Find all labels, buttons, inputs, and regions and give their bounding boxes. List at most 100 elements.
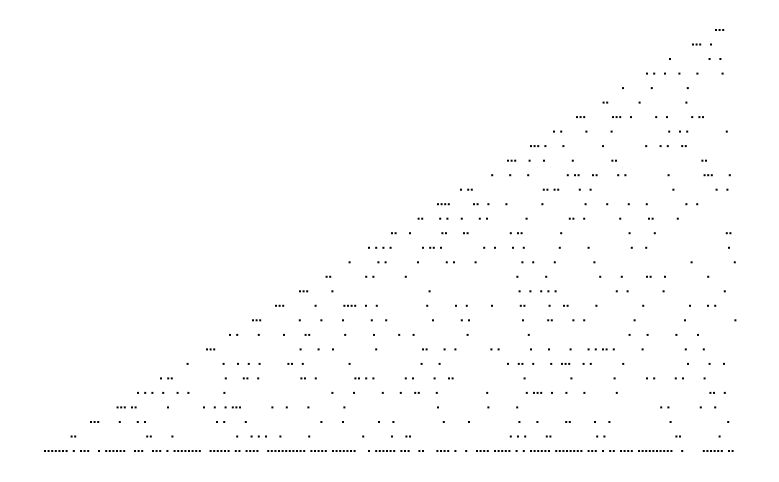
- dot: [682, 377, 684, 380]
- dot: [362, 435, 365, 438]
- dot: [441, 232, 444, 235]
- dot: [244, 421, 247, 423]
- dot: [723, 391, 726, 394]
- dot: [710, 43, 712, 46]
- dot: [602, 145, 604, 148]
- dot: [478, 217, 481, 220]
- dot: [566, 304, 569, 307]
- dot: [353, 450, 356, 452]
- dot: [703, 174, 706, 177]
- dot: [703, 377, 706, 380]
- dot: [660, 406, 663, 409]
- dot: [447, 450, 450, 452]
- dot: [432, 246, 435, 249]
- dot: [134, 450, 136, 452]
- dot: [674, 377, 677, 380]
- dot: [409, 435, 411, 438]
- dot: [582, 362, 585, 365]
- dot: [365, 377, 368, 380]
- dot: [713, 450, 716, 452]
- dot: [399, 391, 402, 394]
- dot: [288, 450, 291, 452]
- dot: [675, 333, 678, 336]
- dot: [486, 391, 489, 394]
- dot: [392, 421, 395, 423]
- dot: [278, 450, 280, 452]
- dot: [512, 246, 514, 249]
- dot: [609, 450, 612, 452]
- dot: [468, 319, 470, 322]
- dot: [487, 406, 490, 409]
- dot: [274, 450, 277, 452]
- dot: [518, 290, 521, 293]
- dot: [508, 450, 511, 452]
- dot: [188, 450, 190, 452]
- dot: [708, 58, 711, 60]
- dot: [285, 406, 288, 409]
- dot: [378, 450, 381, 452]
- dot: [238, 450, 241, 452]
- dot: [505, 203, 508, 206]
- dot: [118, 421, 121, 423]
- dot: [550, 319, 553, 322]
- dot: [283, 333, 285, 336]
- dot: [320, 421, 323, 423]
- dot: [622, 362, 625, 365]
- dot: [541, 203, 544, 206]
- dot: [710, 174, 713, 177]
- dot: [553, 188, 556, 191]
- dot: [620, 275, 623, 278]
- dot: [646, 72, 648, 75]
- dot: [591, 450, 594, 452]
- dot: [645, 203, 648, 206]
- dot: [507, 159, 509, 162]
- dot: [517, 435, 519, 438]
- dot: [672, 188, 675, 191]
- dot: [532, 261, 535, 264]
- dot: [573, 450, 576, 452]
- dot: [626, 290, 629, 293]
- dot: [638, 450, 640, 452]
- dot: [709, 391, 712, 394]
- dot: [213, 406, 216, 409]
- dot: [655, 116, 658, 119]
- dot: [131, 406, 133, 409]
- dot-row: [137, 391, 726, 394]
- dot: [619, 116, 622, 119]
- dot: [617, 174, 620, 177]
- dot: [460, 217, 463, 220]
- dot: [734, 319, 737, 322]
- dot: [533, 450, 536, 452]
- dot: [134, 406, 137, 409]
- dot: [667, 406, 670, 409]
- dot: [719, 58, 722, 60]
- dot: [191, 450, 194, 452]
- dot: [435, 391, 438, 394]
- dot-row: [646, 72, 724, 75]
- dot: [536, 391, 539, 394]
- dot: [229, 333, 231, 336]
- dot: [702, 348, 705, 351]
- dot: [422, 450, 424, 452]
- dot: [679, 130, 681, 133]
- dot-row: [70, 435, 721, 438]
- dot: [386, 450, 388, 452]
- dot: [728, 450, 730, 452]
- dot: [628, 333, 631, 336]
- dot: [689, 304, 691, 307]
- dot: [685, 101, 688, 104]
- dot: [332, 450, 334, 452]
- dot: [448, 377, 450, 380]
- dot: [715, 29, 717, 31]
- dot: [223, 391, 226, 394]
- dot: [453, 261, 455, 264]
- dot: [596, 435, 599, 438]
- dot: [177, 450, 180, 452]
- dot: [659, 145, 662, 148]
- dot: [257, 333, 260, 336]
- dot: [209, 348, 212, 351]
- dot: [497, 450, 500, 452]
- dot: [733, 261, 736, 264]
- dot: [615, 290, 618, 293]
- dot: [664, 72, 666, 75]
